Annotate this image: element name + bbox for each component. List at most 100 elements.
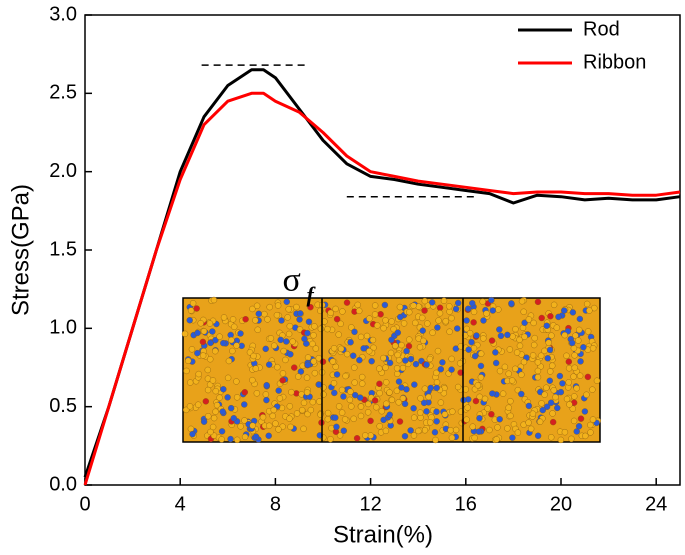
atom (439, 359, 446, 366)
atom (400, 320, 408, 327)
atom (189, 430, 196, 438)
atom (448, 355, 455, 363)
series-line (83, 68, 681, 478)
atom (575, 423, 583, 430)
atom (267, 335, 275, 342)
atom (573, 385, 580, 392)
atom (580, 344, 587, 351)
x-tick-label: 12 (359, 493, 381, 515)
atom (423, 361, 430, 368)
atom (433, 418, 440, 425)
x-tick-label: 8 (270, 493, 281, 515)
atom (583, 391, 590, 398)
atom (388, 336, 395, 344)
atom (514, 429, 522, 436)
atom (541, 391, 548, 398)
atom (437, 366, 445, 373)
atom (403, 347, 410, 355)
atom (186, 403, 194, 410)
atom (521, 319, 528, 326)
atom (358, 373, 366, 381)
atom (207, 356, 214, 363)
atom (495, 306, 502, 313)
atom (188, 346, 196, 353)
atom (454, 325, 461, 332)
atom (366, 315, 373, 322)
atom (227, 404, 235, 412)
atom (431, 429, 439, 436)
atom (291, 364, 298, 371)
atom (297, 310, 304, 317)
atom (570, 417, 578, 425)
atom (565, 365, 573, 372)
atom (199, 338, 207, 346)
atom (398, 384, 405, 391)
atom (241, 401, 248, 408)
atom (286, 403, 293, 410)
atom (543, 403, 551, 410)
atom (333, 423, 340, 431)
atom (449, 408, 456, 415)
atom (250, 352, 257, 360)
atom (534, 298, 542, 306)
y-tick-label: 3.0 (49, 3, 77, 25)
atom (465, 346, 472, 353)
atom (301, 335, 308, 343)
atom (434, 324, 441, 331)
atom (360, 345, 367, 352)
atom (399, 364, 407, 372)
atom (520, 308, 527, 315)
atom (264, 316, 271, 323)
atom (496, 367, 504, 375)
atom (337, 320, 344, 328)
atom (417, 409, 424, 416)
atom (480, 335, 487, 342)
atom (253, 390, 261, 397)
atom (283, 338, 290, 345)
atom (327, 309, 334, 317)
atom (373, 404, 380, 411)
atom (207, 339, 214, 347)
atom (424, 320, 431, 327)
atom (294, 373, 302, 380)
annotation-symbol: σ (283, 262, 301, 299)
atom (421, 297, 429, 305)
atom (488, 411, 495, 418)
atom (547, 313, 554, 320)
atom (410, 405, 417, 412)
atom (233, 342, 240, 349)
atom (343, 350, 351, 358)
atom (463, 416, 470, 423)
atom (288, 388, 295, 396)
atom (469, 300, 476, 307)
atom (569, 339, 576, 347)
atom (338, 409, 346, 416)
atom (529, 352, 537, 359)
atom (456, 360, 464, 367)
atom (557, 436, 565, 444)
atom (553, 324, 560, 331)
atom (392, 342, 399, 349)
atom (241, 389, 249, 396)
atom (242, 316, 249, 323)
atom (319, 358, 327, 365)
atom (538, 400, 545, 407)
atom (185, 357, 192, 364)
atom (220, 386, 227, 393)
atom (565, 358, 573, 365)
atom (376, 380, 383, 388)
atom (315, 381, 323, 388)
atom (307, 406, 315, 414)
atom (518, 390, 525, 398)
atom (199, 352, 207, 359)
atom (329, 358, 336, 365)
atom (556, 372, 564, 380)
atom (279, 370, 287, 377)
atom (463, 317, 470, 324)
atom (587, 421, 594, 429)
atom (583, 300, 591, 308)
atom (265, 432, 272, 439)
atom (395, 378, 403, 385)
atom (534, 432, 542, 440)
